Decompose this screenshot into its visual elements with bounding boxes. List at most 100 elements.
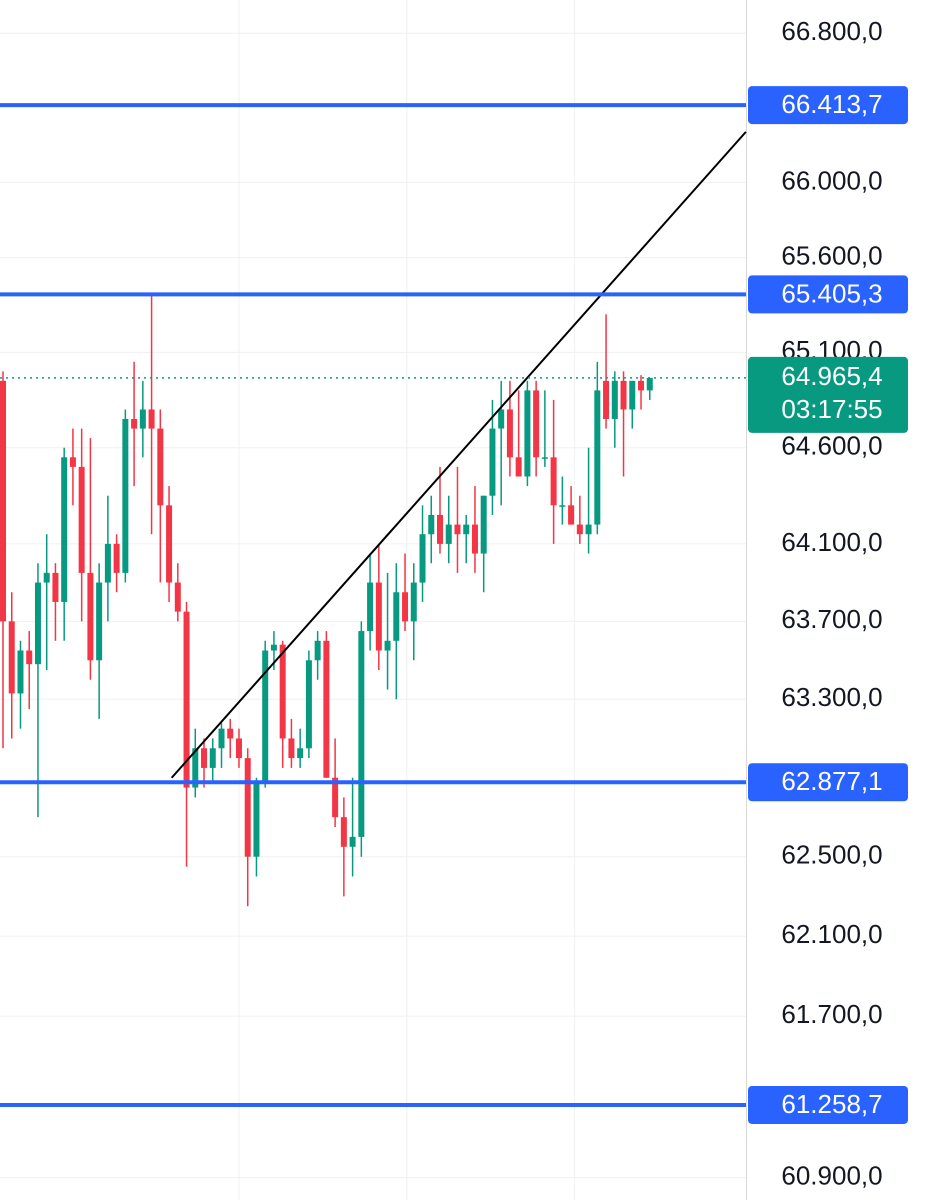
y-tick-label: 60.900,0 [781,1161,882,1191]
candle-body [489,428,496,496]
candle-body [576,524,583,535]
candle-body [506,409,513,458]
candle-body [314,640,321,661]
candle-body [480,495,487,554]
level-label-box [748,86,908,125]
candle-body [332,777,339,818]
y-tick-label: 62.100,0 [781,919,882,949]
trend-line [170,131,747,779]
candle-body [349,836,356,847]
candle-body [183,611,190,788]
candle-body [43,572,50,583]
candle-body [139,409,146,429]
candle-body [515,457,522,477]
candle-body [620,380,627,410]
candle-body [96,582,103,661]
candle-body [585,524,592,535]
level-label: 62.877,1 [781,766,882,796]
candle-body [428,514,435,535]
candle-body [218,728,225,749]
candle-body [122,419,129,573]
y-tick-label: 64.600,0 [781,431,882,461]
candle-body [393,592,400,641]
candle-body [471,524,478,554]
candle-body [629,380,636,410]
candle-body [17,650,24,694]
level-label: 65.405,3 [781,278,882,308]
candle-body [174,582,181,612]
candle-body [131,419,138,429]
level-label: 66.413,7 [781,89,882,119]
level-label-box [748,275,908,314]
candle-body [297,748,304,759]
candle-body [646,377,653,391]
candle-body [78,466,85,573]
y-tick-label: 63.300,0 [781,682,882,712]
y-tick-label: 64.100,0 [781,527,882,557]
level-label-box [748,1085,908,1124]
candle-body [288,738,295,759]
level-label-box [748,763,908,802]
candle-body [201,748,208,768]
candle-body [524,390,531,477]
candle-body [454,524,461,535]
candle-body [437,514,443,544]
candle-body [367,582,374,632]
candle-body [253,781,260,857]
y-tick-label: 66.800,0 [781,16,882,46]
candle-body [8,621,15,694]
candle-body [384,640,391,651]
y-tick-label: 61.700,0 [781,999,882,1029]
y-tick-label: 63.700,0 [781,604,882,634]
candle-body [34,582,41,665]
candle-body [52,572,59,602]
candle-body [61,457,68,602]
candle-body [104,543,111,583]
y-tick-label: 66.000,0 [781,165,882,195]
candle-body [279,644,286,739]
y-tick-label: 62.500,0 [781,840,882,870]
candle-body [603,380,610,420]
candle-body [559,505,566,507]
candle-body [166,505,173,583]
candle-body [611,380,618,420]
candle-body [235,738,242,759]
candle-body [157,428,164,506]
candle-body [262,650,269,782]
candle-body [209,748,216,768]
candle-body [358,631,365,837]
level-label: 61.258,7 [781,1089,882,1119]
last-price-label: 64.965,4 [781,361,882,391]
candle-body [594,390,601,525]
candle-body [305,660,312,749]
candle-body [340,817,347,847]
candles [0,295,653,907]
candle-body [26,650,33,665]
candle-body [638,380,645,391]
candle-body [148,409,155,429]
candle-body [463,524,470,535]
candle-body [0,380,6,622]
candle-body [410,582,417,622]
candle-body [445,524,452,544]
candle-body [568,505,575,525]
candle-body [323,640,330,778]
candle-body [498,409,505,429]
candle-body [87,572,94,661]
candle-body [270,644,277,651]
countdown-label: 03:17:55 [781,394,882,424]
candle-body [533,390,540,458]
candle-body [419,534,426,583]
y-tick-label: 65.600,0 [781,241,882,271]
candle-body [541,457,548,459]
candle-body [113,543,120,573]
candle-body [227,728,234,739]
candle-body [550,457,557,506]
candle-body [244,758,251,857]
candle-body [375,582,382,651]
candle-body [69,457,76,467]
candle-body [402,592,409,622]
last-price-box [748,356,908,433]
candle-body [192,748,199,788]
